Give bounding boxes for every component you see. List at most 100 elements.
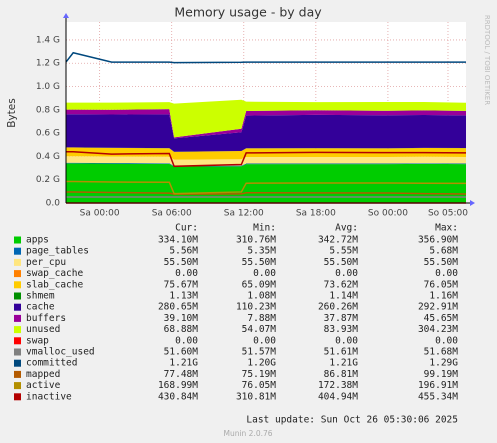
legend-stat: 5.56M — [169, 246, 198, 257]
legend-stat: 280.65M — [158, 302, 198, 313]
legend-label: committed — [26, 358, 77, 369]
column-header: Min: — [253, 223, 276, 234]
legend-stat: 55.50M — [164, 257, 199, 268]
legend-label: buffers — [26, 313, 66, 324]
y-tick-label: 0.8 G — [36, 105, 60, 115]
legend-stat: 310.76M — [236, 235, 276, 246]
line — [66, 151, 467, 168]
legend-stat: 260.26M — [318, 302, 358, 313]
x-tick-label: Sa 00:00 — [80, 209, 120, 219]
legend-stat: 51.60M — [164, 347, 199, 358]
x-tick-label: Sa 18:00 — [296, 209, 336, 219]
legend-swatch — [14, 258, 21, 266]
legend-label: per_cpu — [26, 257, 66, 268]
area — [66, 99, 466, 138]
column-header: Max: — [435, 223, 458, 234]
legend-stat: 168.99M — [158, 380, 198, 391]
legend-stat: 1.14M — [329, 291, 358, 302]
area — [66, 114, 466, 152]
legend-stat: 75.67M — [164, 279, 199, 290]
legend-swatch — [14, 393, 21, 401]
legend-swatch — [14, 337, 21, 345]
y-arrow — [63, 13, 69, 18]
legend-stat: 1.21G — [329, 358, 358, 369]
area — [66, 147, 466, 152]
legend-stat: 430.84M — [158, 391, 198, 402]
axes — [63, 13, 475, 206]
legend-swatch — [14, 314, 21, 322]
legend-stat: 0.00 — [253, 268, 276, 279]
last-update: Last update: Sun Oct 26 05:30:06 2025 — [246, 415, 458, 426]
legend-stat: 1.16M — [429, 291, 458, 302]
legend-stat: 39.10M — [164, 313, 199, 324]
column-header: Cur: — [175, 223, 198, 234]
y-axis-label: Bytes — [6, 98, 18, 127]
legend-stat: 1.13M — [169, 291, 198, 302]
legend-stat: 0.00 — [175, 335, 198, 346]
line — [65, 51, 466, 64]
legend-stat: 45.65M — [424, 313, 459, 324]
legend-stat: 7.88M — [247, 313, 276, 324]
legend-stat: 404.94M — [318, 391, 358, 402]
legend-stat: 334.10M — [158, 235, 198, 246]
x-tick-label: Sa 12:00 — [224, 209, 264, 219]
legend-stat: 51.68M — [424, 347, 459, 358]
legend-stat: 0.00 — [435, 335, 458, 346]
legend-stat: 342.72M — [318, 235, 358, 246]
legend-swatch — [14, 370, 21, 378]
y-tick-label: 1.0 G — [36, 82, 60, 92]
legend-stat: 304.23M — [418, 324, 458, 335]
legend-label: apps — [26, 235, 49, 246]
legend-stat: 196.91M — [418, 380, 458, 391]
legend-stat: 73.62M — [324, 279, 359, 290]
x-tick-label: Sa 06:00 — [152, 209, 192, 219]
side-credit: RRDTOOL / TOBI OETIKER — [483, 15, 491, 105]
y-tick-label: 1.4 G — [36, 35, 60, 45]
legend-swatch — [14, 281, 21, 289]
legend-stat: 55.50M — [324, 257, 359, 268]
legend-stat: 68.88M — [164, 324, 199, 335]
legend-stat: 1.08M — [247, 291, 276, 302]
legend-stat: 55.50M — [242, 257, 277, 268]
legend-label: vmalloc_used — [26, 347, 95, 358]
legend-stat: 455.34M — [418, 391, 458, 402]
chart-title: Memory usage - by day — [174, 5, 322, 20]
legend-swatch — [14, 247, 21, 255]
legend-stat: 86.81M — [324, 369, 359, 380]
x-tick-label: So 05:00 — [428, 209, 468, 219]
legend-stat: 99.19M — [424, 369, 459, 380]
x-arrow — [470, 200, 475, 206]
legend-stat: 5.68M — [429, 246, 458, 257]
legend-stat: 5.35M — [247, 246, 276, 257]
legend-stat: 65.09M — [242, 279, 277, 290]
y-tick-label: 0.0 — [46, 199, 61, 209]
legend-stat: 1.29G — [429, 358, 458, 369]
legend-label: shmem — [26, 291, 55, 302]
legend-stat: 54.07M — [242, 324, 277, 335]
area — [66, 147, 466, 160]
area — [66, 156, 466, 167]
y-tick-label: 1.2 G — [36, 59, 60, 69]
legend-stat: 76.05M — [424, 279, 459, 290]
legend-swatch — [14, 348, 21, 356]
legend-stat: 172.38M — [318, 380, 358, 391]
legend-stat: 1.21G — [169, 358, 198, 369]
legend-label: active — [26, 380, 61, 391]
legend-stat: 110.23M — [236, 302, 276, 313]
legend-swatch — [14, 236, 21, 244]
area — [66, 162, 466, 167]
legend-stat: 356.90M — [418, 235, 458, 246]
legend-swatch — [14, 382, 21, 390]
legend-stat: 0.00 — [335, 268, 358, 279]
y-tick-label: 0.2 G — [36, 175, 60, 185]
y-tick-label: 0.4 G — [36, 152, 60, 162]
legend-label: unused — [26, 324, 60, 335]
legend-label: swap_cache — [26, 268, 83, 279]
legend-label: mapped — [26, 369, 60, 380]
y-tick-label: 0.6 G — [36, 129, 60, 139]
legend-stat: 51.57M — [242, 347, 277, 358]
legend-label: cache — [26, 302, 55, 313]
legend-stat: 77.48M — [164, 369, 199, 380]
legend-label: inactive — [26, 391, 72, 402]
